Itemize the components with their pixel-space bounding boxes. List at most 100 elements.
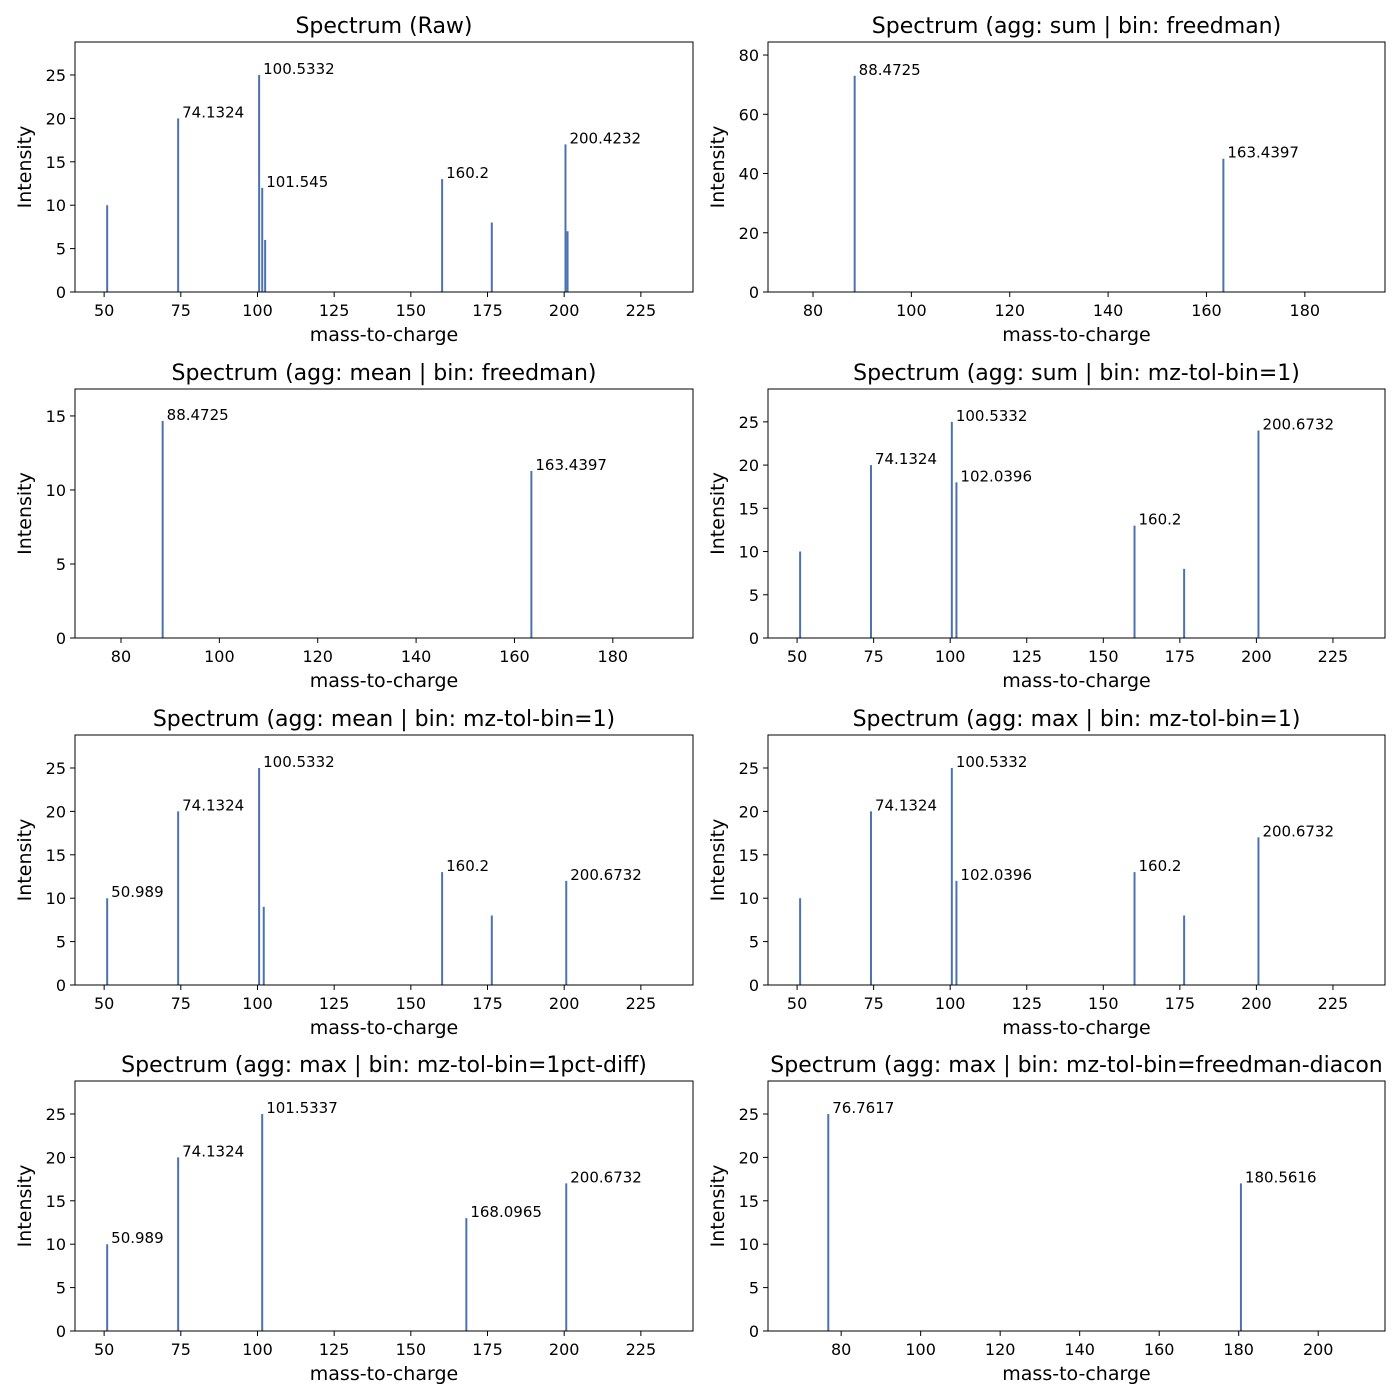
peak-label: 200.6732 xyxy=(1262,822,1334,840)
y-tick-label: 5 xyxy=(56,240,66,259)
peak-label: 160.2 xyxy=(446,857,489,875)
y-tick-label: 5 xyxy=(56,933,66,952)
x-tick-label: 125 xyxy=(319,1340,350,1359)
y-tick-label: 25 xyxy=(739,759,759,778)
peak-label: 50.989 xyxy=(111,1229,164,1247)
y-tick-label: 40 xyxy=(739,165,759,184)
x-tick-label: 120 xyxy=(994,301,1025,320)
x-tick-label: 125 xyxy=(1011,994,1042,1013)
y-tick-label: 25 xyxy=(739,413,759,432)
x-tick-label: 160 xyxy=(499,647,530,666)
y-tick-label: 15 xyxy=(46,846,66,865)
peak-label: 101.545 xyxy=(266,173,328,191)
y-tick-label: 0 xyxy=(749,629,759,648)
x-tick-label: 125 xyxy=(1011,647,1042,666)
x-tick-label: 100 xyxy=(935,994,966,1013)
y-tick-label: 5 xyxy=(56,1279,66,1298)
peak-label: 102.0396 xyxy=(960,467,1032,485)
y-axis-label: Intensity xyxy=(14,1165,36,1248)
peak-label: 74.1324 xyxy=(182,103,244,121)
x-tick-label: 200 xyxy=(1303,1340,1334,1359)
x-tick-label: 225 xyxy=(1318,994,1349,1013)
x-tick-label: 225 xyxy=(626,301,657,320)
x-tick-label: 50 xyxy=(94,994,114,1013)
y-tick-label: 10 xyxy=(46,481,66,500)
x-axis-label: mass-to-charge xyxy=(1002,1363,1150,1385)
y-tick-label: 5 xyxy=(749,1279,759,1298)
peak-label: 74.1324 xyxy=(875,796,937,814)
x-tick-label: 175 xyxy=(472,301,503,320)
peak-label: 101.5337 xyxy=(266,1099,338,1117)
x-tick-label: 75 xyxy=(863,994,883,1013)
x-tick-label: 180 xyxy=(1290,301,1321,320)
x-tick-label: 150 xyxy=(1088,994,1119,1013)
x-tick-label: 150 xyxy=(1088,647,1119,666)
x-tick-label: 200 xyxy=(549,301,580,320)
chart-title: Spectrum (agg: mean | bin: freedman) xyxy=(172,361,597,386)
x-tick-label: 50 xyxy=(94,1340,114,1359)
x-tick-label: 160 xyxy=(1144,1340,1175,1359)
y-axis-label: Intensity xyxy=(14,126,36,209)
x-tick-label: 100 xyxy=(896,301,927,320)
y-axis-label: Intensity xyxy=(707,819,729,902)
x-tick-label: 150 xyxy=(396,994,427,1013)
y-tick-label: 25 xyxy=(46,759,66,778)
axes-frame xyxy=(74,41,694,293)
x-tick-label: 175 xyxy=(1165,647,1196,666)
y-tick-label: 0 xyxy=(749,283,759,302)
y-tick-label: 5 xyxy=(56,555,66,574)
x-tick-label: 125 xyxy=(319,994,350,1013)
chart-title: Spectrum (agg: max | bin: mz-tol-bin=fre… xyxy=(770,1053,1382,1078)
y-tick-label: 10 xyxy=(739,543,759,562)
x-tick-label: 75 xyxy=(863,647,883,666)
axes-frame xyxy=(74,734,694,986)
peak-label: 100.5332 xyxy=(263,753,335,771)
y-axis-label: Intensity xyxy=(14,819,36,902)
y-tick-label: 25 xyxy=(46,66,66,85)
axes-frame xyxy=(767,1080,1386,1332)
peak-label: 100.5332 xyxy=(263,60,335,78)
peak-label: 74.1324 xyxy=(182,796,244,814)
x-tick-label: 50 xyxy=(787,994,807,1013)
y-tick-label: 15 xyxy=(739,846,759,865)
peak-label: 163.4397 xyxy=(1227,144,1299,162)
y-axis-label: Intensity xyxy=(707,472,729,555)
x-tick-label: 120 xyxy=(302,647,333,666)
y-tick-label: 0 xyxy=(56,976,66,995)
y-tick-label: 20 xyxy=(739,224,759,243)
x-tick-label: 175 xyxy=(472,1340,503,1359)
x-tick-label: 175 xyxy=(472,994,503,1013)
y-axis-label: Intensity xyxy=(707,126,729,209)
x-tick-label: 120 xyxy=(985,1340,1016,1359)
x-tick-label: 100 xyxy=(204,647,235,666)
peak-label: 76.7617 xyxy=(832,1099,894,1117)
axes-frame xyxy=(74,388,694,639)
peak-label: 74.1324 xyxy=(875,450,937,468)
peak-label: 100.5332 xyxy=(956,753,1028,771)
y-tick-label: 0 xyxy=(56,629,66,648)
x-axis-label: mass-to-charge xyxy=(310,1017,458,1039)
y-tick-label: 10 xyxy=(46,196,66,215)
x-axis-label: mass-to-charge xyxy=(310,670,458,692)
y-tick-label: 0 xyxy=(56,1322,66,1341)
x-tick-label: 225 xyxy=(626,1340,657,1359)
y-axis-label: Intensity xyxy=(14,472,36,555)
y-tick-label: 20 xyxy=(739,802,759,821)
y-tick-label: 15 xyxy=(739,1192,759,1211)
y-tick-label: 60 xyxy=(739,105,759,124)
y-tick-label: 15 xyxy=(739,499,759,518)
y-tick-label: 20 xyxy=(46,1148,66,1167)
peak-label: 200.6732 xyxy=(1262,416,1334,434)
x-tick-label: 180 xyxy=(1223,1340,1254,1359)
axes-frame xyxy=(767,388,1386,639)
x-tick-label: 100 xyxy=(935,647,966,666)
y-tick-label: 20 xyxy=(739,1148,759,1167)
chart-title: Spectrum (Raw) xyxy=(295,14,472,39)
x-tick-label: 160 xyxy=(1191,301,1222,320)
x-axis-label: mass-to-charge xyxy=(310,324,458,346)
x-tick-label: 75 xyxy=(171,301,191,320)
axes-frame xyxy=(767,41,1386,293)
peak-label: 200.6732 xyxy=(570,866,642,884)
y-tick-label: 10 xyxy=(739,1235,759,1254)
